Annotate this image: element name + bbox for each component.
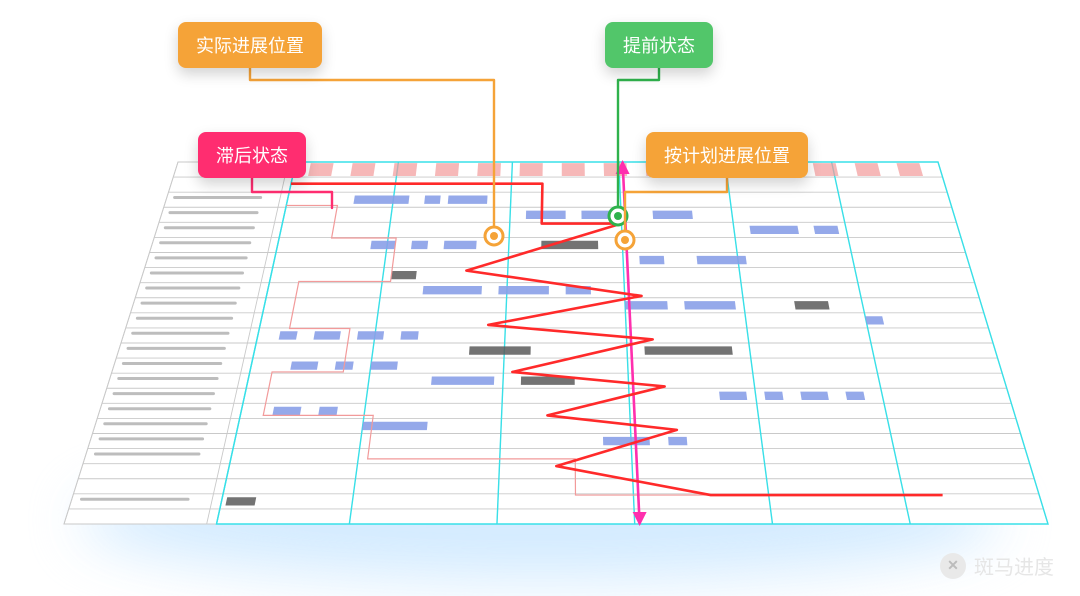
diagram-stage: 实际进展位置 提前状态 滞后状态 按计划进展位置 ✕ 斑马进度 (0, 0, 1080, 596)
diagram-svg (0, 0, 1080, 596)
label-text: 提前状态 (623, 36, 695, 56)
label-text: 实际进展位置 (196, 36, 304, 56)
planned-progress-label: 按计划进展位置 (646, 132, 808, 178)
watermark: ✕ 斑马进度 (940, 551, 1054, 580)
actual-progress-label: 实际进展位置 (178, 22, 322, 68)
label-text: 滞后状态 (216, 146, 288, 166)
behind-status-label: 滞后状态 (198, 132, 306, 178)
watermark-text: 斑马进度 (974, 551, 1054, 580)
ahead-status-label: 提前状态 (605, 22, 713, 68)
wechat-icon: ✕ (940, 553, 966, 579)
label-text: 按计划进展位置 (664, 146, 790, 166)
